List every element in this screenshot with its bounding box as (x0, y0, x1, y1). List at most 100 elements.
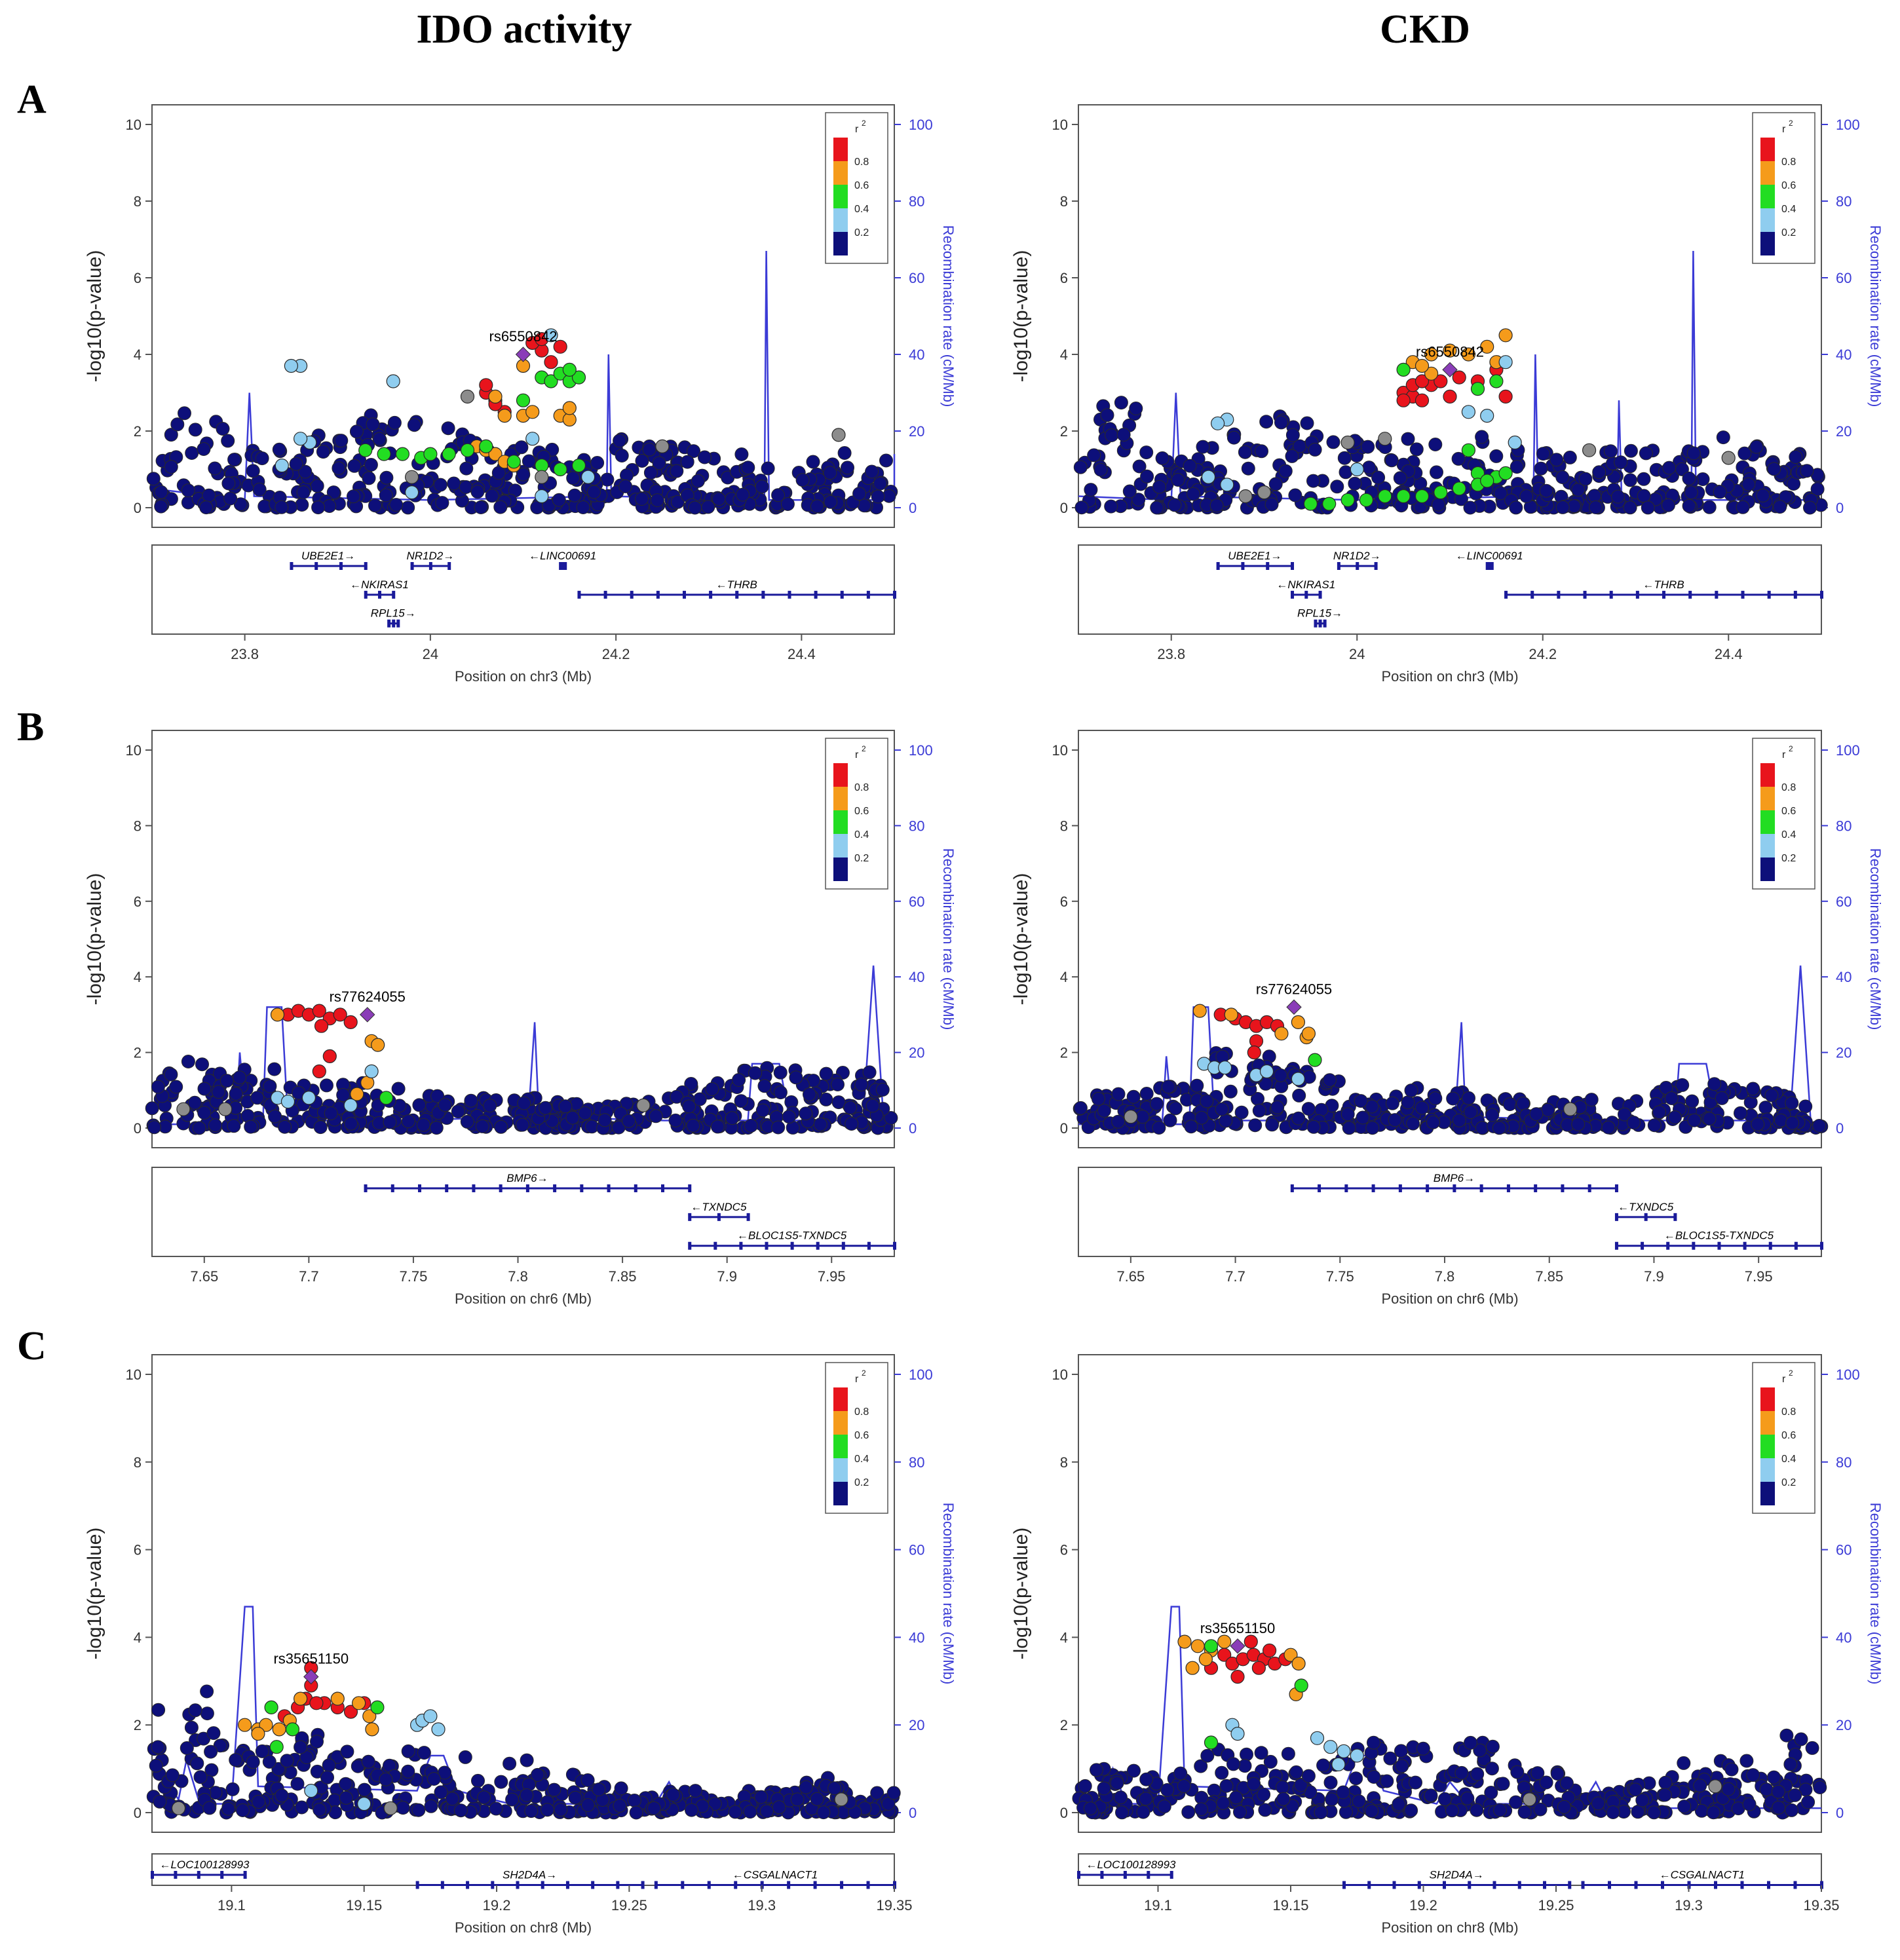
snp-point-low-ld (1152, 1121, 1166, 1135)
y-axis-label: -log10(p-value) (1010, 250, 1032, 383)
snp-point-low-ld (1485, 1762, 1499, 1776)
snp-point-low-ld (1330, 480, 1344, 494)
snp-point-low-ld (685, 1803, 698, 1817)
x-tick-label: 7.9 (717, 1268, 737, 1285)
snp-point-low-ld (1493, 486, 1508, 500)
snp-point-low-ld (1306, 474, 1320, 488)
snp-point-orange (1480, 339, 1494, 354)
plot-frame (1078, 1354, 1822, 1833)
snp-point-low-ld (1509, 500, 1523, 515)
snp-point-low-ld (698, 450, 712, 464)
snp-point-low-ld (759, 1804, 774, 1819)
snp-point-low-ld (1090, 1763, 1103, 1777)
snp-point-low-ld (1635, 1793, 1650, 1807)
snp-point-low-ld (1190, 1078, 1204, 1093)
snp-point-low-ld (1702, 1112, 1717, 1126)
snp-point-low-ld (1340, 1107, 1355, 1121)
legend-swatch-green (1760, 1435, 1775, 1458)
lead-snp-label: rs77624055 (1256, 981, 1332, 997)
cluster-green (1308, 1053, 1322, 1067)
gene-exon (1290, 1184, 1294, 1192)
snp-point-low-ld (841, 461, 854, 475)
snp-point-low-ld (1292, 1088, 1306, 1102)
snp-point-low-ld (1254, 1746, 1268, 1760)
x-tick-label: 23.8 (1157, 646, 1185, 662)
lead-snp-label: rs6550842 (489, 328, 558, 345)
gene-exon (1291, 590, 1295, 599)
snp-point-lightblue (280, 1094, 295, 1109)
x-tick-label: 19.25 (1538, 1897, 1574, 1913)
y2-tick-label: 20 (1836, 1717, 1852, 1733)
snp-point-low-ld (827, 1781, 842, 1796)
gene-exon (392, 590, 396, 599)
snp-point-low-ld (1240, 1747, 1253, 1762)
snp-point-low-ld (1555, 500, 1570, 514)
gene-label: ←BLOC1S5-TXNDC5 (1664, 1230, 1774, 1242)
snp-point-low-ld (407, 418, 421, 432)
snp-point-low-ld (1294, 1778, 1308, 1792)
cluster-green (264, 1700, 385, 1754)
plot-frame (151, 104, 895, 528)
snp-point-low-ld (845, 1117, 859, 1131)
snp-point-low-ld (441, 421, 455, 436)
snp-point-low-ld (1348, 476, 1362, 491)
gene-exon (813, 1881, 817, 1889)
snp-point-low-ld (357, 1782, 371, 1797)
cluster-lightblue (304, 1709, 446, 1811)
gene-exon (1323, 619, 1327, 628)
gene-LINC00691: ←LINC00691 (529, 550, 596, 570)
snp-point-low-ld (268, 1109, 282, 1123)
snp-point-low-ld (576, 500, 590, 514)
snp-point-low-ld (505, 1792, 520, 1807)
gene-exon (893, 1241, 896, 1250)
y2-tick-label: 60 (909, 894, 924, 910)
legend-swatch-red (833, 1387, 848, 1411)
snp-point-low-ld (1550, 1767, 1565, 1781)
snp-point-green (1308, 1053, 1322, 1067)
gene-exon (1453, 1184, 1456, 1192)
snp-point-low-ld (503, 1756, 517, 1771)
snp-point-low-ld (635, 454, 649, 468)
snp-point-green (571, 458, 586, 473)
snp-point-lightblue (525, 432, 540, 446)
snp-point-low-ld (1258, 1803, 1272, 1817)
snp-point-low-ld (1785, 1096, 1799, 1110)
snp-point-low-ld (154, 499, 168, 514)
snp-point-gray (1582, 443, 1597, 457)
snp-point-low-ld (316, 445, 330, 459)
snp-point-low-ld (1464, 1735, 1477, 1750)
snp-point-low-ld (313, 1803, 327, 1817)
y2-tick-label: 20 (909, 423, 924, 440)
snp-point-low-ld (580, 1773, 595, 1787)
gene-exon (1318, 619, 1322, 628)
snp-point-green (1303, 497, 1318, 511)
snp-point-low-ld (151, 1740, 165, 1754)
snp-point-low-ld (1248, 1118, 1263, 1133)
snp-point-low-ld (262, 1754, 276, 1769)
snp-point-low-ld (568, 1790, 582, 1805)
snp-point-low-ld (1234, 1105, 1249, 1120)
y2-tick-label: 40 (1836, 969, 1852, 985)
snp-point-low-ld (1571, 1117, 1586, 1131)
snp-point-low-ld (1323, 1775, 1338, 1790)
snp-point-green (544, 374, 558, 388)
y2-tick-label: 0 (1836, 1805, 1844, 1821)
background-points (1073, 396, 1828, 515)
gene-label: UBE2E1→ (301, 550, 355, 562)
snp-point-low-ld (843, 1101, 858, 1115)
snp-point-low-ld (1132, 459, 1147, 474)
background-points (1072, 1728, 1827, 1820)
gene-exon (1492, 1881, 1496, 1889)
snp-point-low-ld (1183, 459, 1197, 473)
legend-tick: 0.6 (1781, 180, 1796, 191)
snp-point-low-ld (1509, 1795, 1523, 1809)
snp-point-low-ld (1675, 1078, 1690, 1092)
plot-frame (151, 730, 895, 1148)
y-tick-label: 6 (134, 1542, 142, 1558)
snp-point-low-ld (1587, 489, 1602, 503)
snp-point-low-ld (1336, 1785, 1350, 1800)
snp-point-low-ld (1093, 462, 1108, 477)
snp-point-gray (1522, 1792, 1537, 1807)
cluster-gray (404, 389, 846, 484)
